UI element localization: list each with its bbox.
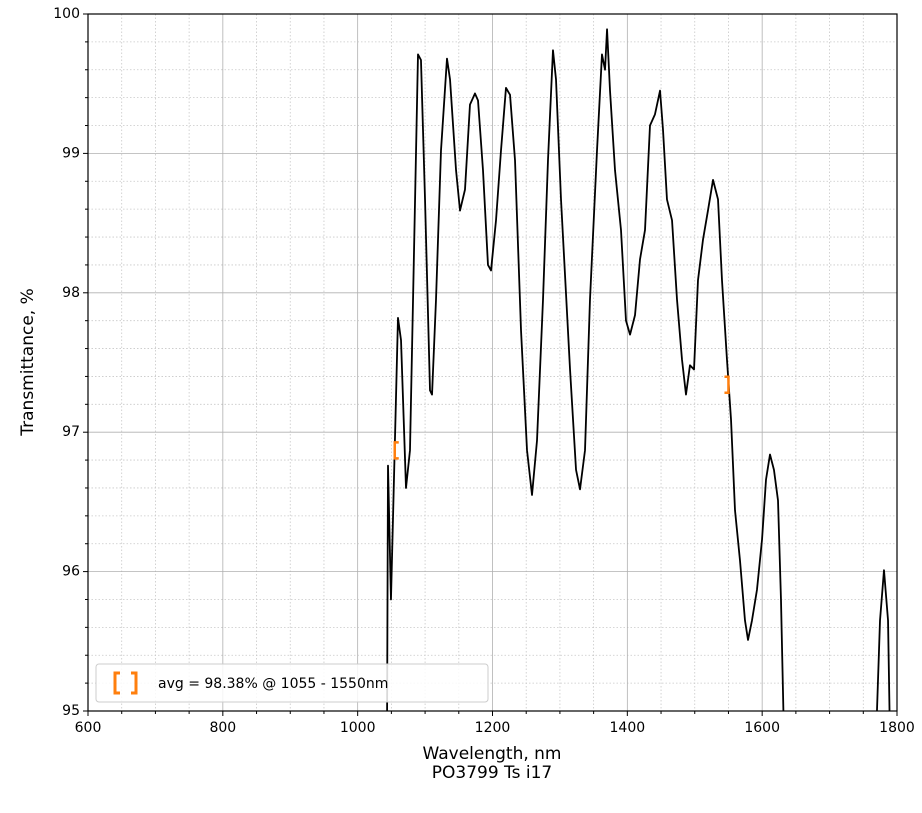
bracket-marker — [724, 375, 730, 395]
y-tick-label: 100 — [53, 6, 80, 22]
y-tick-label: 96 — [62, 564, 80, 580]
y-tick-label: 97 — [62, 424, 80, 440]
x-tick-label: 800 — [209, 720, 236, 736]
y-axis-label: Transmittance, % — [18, 288, 38, 437]
x-tick-label: 1400 — [610, 720, 646, 736]
x-axis-label: Wavelength, nm — [423, 744, 562, 764]
x-tick-label: 1800 — [879, 720, 915, 736]
grid — [87, 13, 898, 712]
y-tick-label: 99 — [62, 145, 80, 161]
x-tick-label: 1600 — [744, 720, 780, 736]
y-tick-label: 95 — [62, 703, 80, 719]
x-tick-label: 600 — [75, 720, 102, 736]
x-tick-label: 1200 — [475, 720, 511, 736]
legend: avg = 98.38% @ 1055 - 1550nm — [95, 663, 489, 703]
x-tick-label: 1000 — [340, 720, 376, 736]
y-tick-label: 98 — [62, 285, 80, 301]
chart-title: PO3799 Ts i17 — [432, 763, 553, 783]
ticks: 600 800 1000 1200 1400 1600 1800 95 96 97 98 99 100 — [53, 6, 915, 736]
data-line — [386, 28, 891, 711]
plot-area — [386, 28, 891, 711]
bracket-marker — [393, 441, 399, 460]
legend-box — [95, 663, 489, 703]
legend-label: avg = 98.38% @ 1055 - 1550nm — [158, 676, 388, 692]
legend-marker — [113, 671, 138, 695]
